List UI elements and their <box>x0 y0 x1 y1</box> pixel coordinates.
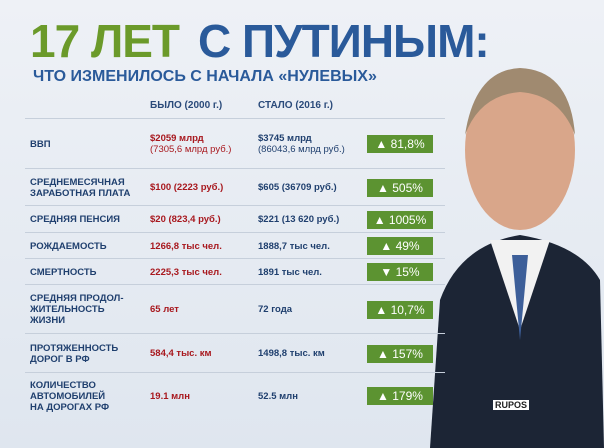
label-text: РОЖДАЕМОСТЬ <box>30 240 107 252</box>
after-cell: 1498,8 тыс. км <box>258 348 325 359</box>
before-text: (7305,6 млрд руб.) <box>150 144 232 155</box>
table-row: СРЕДНЕМЕСЯЧНАЯ ЗАРАБОТНАЯ ПЛАТА $100 (2223… <box>25 168 445 206</box>
before-cell: 584,4 тыс. км <box>150 348 212 359</box>
change-badge: ▲ 157% <box>367 344 433 363</box>
column-header: БЫЛО (2000 г.) <box>150 100 223 111</box>
change-badge: ▲ 49% <box>367 237 433 255</box>
label-cell: СРЕДНЯЯ ПЕНСИЯ <box>30 214 120 225</box>
after-text: 1498,8 тыс. км <box>258 348 325 359</box>
change-badge: ▲ 505% <box>367 178 433 197</box>
after-cell: 1888,7 тыс чел. <box>258 241 330 252</box>
before-text: 2225,3 тыс чел. <box>150 266 222 278</box>
table-row: ВВП $2059 млрд (7305,6 млрд руб.) $3745 млр… <box>25 118 445 169</box>
label-text: ЖИТЕЛЬНОСТЬ <box>30 304 105 315</box>
label-text: НА ДОРОГАХ РФ <box>30 401 110 413</box>
table-row: КОЛИЧЕСТВО АВТОМОБИЛЕЙ НА ДОРОГАХ РФ 19.1 м… <box>25 372 445 419</box>
after-text: 52.5 млн <box>258 390 298 402</box>
before-text: 65 лет <box>150 304 179 315</box>
label-cell: СРЕДНЕМЕСЯЧНАЯ ЗАРАБОТНАЯ ПЛАТА <box>30 177 130 199</box>
table-row: ПРОТЯЖЕННОСТЬ ДОРОГ В РФ 584,4 тыс. км 1498… <box>25 333 445 373</box>
label-cell: ВВП <box>30 139 51 150</box>
before-text: $20 (823,4 руб.) <box>150 214 221 225</box>
label-text: СРЕДНЯЯ ПРОДОЛ- <box>30 293 124 304</box>
before-text: $2059 млрд <box>150 133 204 144</box>
label-text: АВТОМОБИЛЕЙ <box>30 390 106 402</box>
label-cell: ПРОТЯЖЕННОСТЬ ДОРОГ В РФ <box>30 343 118 365</box>
label-text: СРЕДНЕМЕСЯЧНАЯ <box>30 176 125 188</box>
before-text: 19.1 млн <box>150 390 190 402</box>
label-text: СМЕРТНОСТЬ <box>30 266 97 278</box>
after-cell: 1891 тыс чел. <box>258 267 322 278</box>
after-text: $605 (36709 руб.) <box>258 182 337 193</box>
after-text: 1888,7 тыс чел. <box>258 240 330 252</box>
portrait <box>430 68 604 448</box>
change-badge: ▼ 15% <box>367 263 433 281</box>
before-cell: $2059 млрд (7305,6 млрд руб.) <box>150 133 231 155</box>
after-text: $3745 млрд <box>258 133 312 144</box>
before-cell: 65 лет <box>150 304 179 315</box>
table-row: СРЕДНЯЯ ПРОДОЛ- ЖИТЕЛЬНОСТЬ ЖИЗНИ 65 лет 72 … <box>25 284 445 334</box>
after-cell: $605 (36709 руб.) <box>258 182 337 193</box>
column-header: СТАЛО (2016 г.) <box>258 100 333 111</box>
after-text: 72 года <box>258 304 293 315</box>
after-cell: 72 года <box>258 304 292 315</box>
title: 17 ЛЕТ <box>30 15 180 67</box>
subtitle: ЧТО ИЗМЕНИЛОСЬ С НАЧАЛА «НУЛЕВЫХ» <box>33 68 377 85</box>
label-text: ПРОТЯЖЕННОСТЬ <box>30 342 119 354</box>
before-cell: 2225,3 тыс чел. <box>150 267 222 278</box>
after-text: (86043,6 млрд руб.) <box>258 144 345 155</box>
label-cell: КОЛИЧЕСТВО АВТОМОБИЛЕЙ НА ДОРОГАХ РФ <box>30 380 109 413</box>
after-cell: 52.5 млн <box>258 391 298 402</box>
label-text: ЗАРАБОТНАЯ ПЛАТА <box>30 187 131 199</box>
change-badge: ▲ 10,7% <box>367 300 433 319</box>
title: С ПУТИНЫМ: <box>198 15 490 67</box>
change-badge: ▲ 179% <box>367 387 433 405</box>
after-cell: $3745 млрд (86043,6 млрд руб.) <box>258 133 345 155</box>
table-row: СРЕДНЯЯ ПЕНСИЯ $20 (823,4 руб.) $221 (13 6… <box>25 205 445 233</box>
before-cell: $20 (823,4 руб.) <box>150 214 221 225</box>
label-cell: СМЕРТНОСТЬ <box>30 267 97 278</box>
watermark: RUPOS <box>493 400 530 410</box>
before-text: $100 (2223 руб.) <box>150 182 224 193</box>
before-text: 584,4 тыс. км <box>150 348 212 359</box>
table-row: РОЖДАЕМОСТЬ 1266,8 тыс чел. 1888,7 тыс чел… <box>25 232 445 259</box>
after-text: 1891 тыс чел. <box>258 266 322 278</box>
before-cell: 19.1 млн <box>150 391 190 402</box>
table-row: СМЕРТНОСТЬ 2225,3 тыс чел. 1891 тыс чел. ▼ … <box>25 258 445 285</box>
label-text: СРЕДНЯЯ ПЕНСИЯ <box>30 214 120 225</box>
label-text: ЖИЗНИ <box>30 315 66 326</box>
label-text: ДОРОГ В РФ <box>30 353 90 365</box>
change-badge: ▲ 1005% <box>367 210 433 229</box>
before-cell: $100 (2223 руб.) <box>150 182 223 193</box>
label-text: ВВП <box>30 138 51 150</box>
before-cell: 1266,8 тыс чел. <box>150 241 222 252</box>
label-text: КОЛИЧЕСТВО <box>30 379 96 391</box>
after-text: $221 (13 620 руб.) <box>258 214 340 225</box>
after-cell: $221 (13 620 руб.) <box>258 214 339 225</box>
label-cell: РОЖДАЕМОСТЬ <box>30 241 107 252</box>
label-cell: СРЕДНЯЯ ПРОДОЛ- ЖИТЕЛЬНОСТЬ ЖИЗНИ <box>30 293 124 326</box>
before-text: 1266,8 тыс чел. <box>150 240 222 252</box>
change-badge: ▲ 81,8% <box>367 135 433 153</box>
